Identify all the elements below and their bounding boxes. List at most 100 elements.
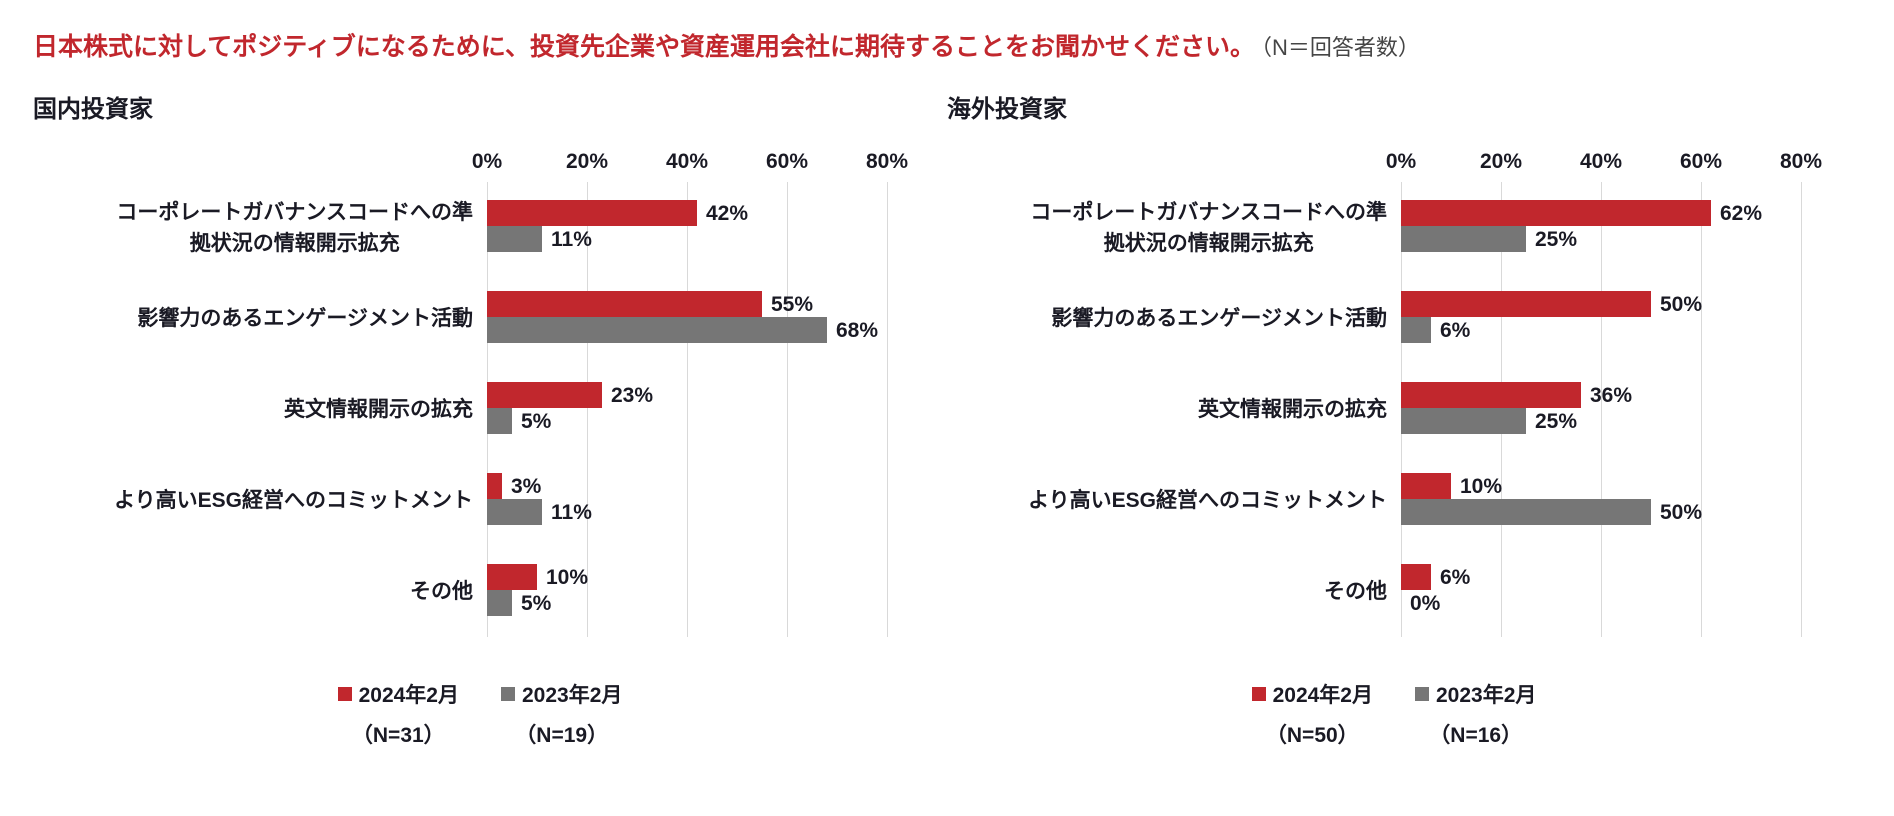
- bar-line: 5%: [487, 590, 927, 616]
- category-label: コーポレートガバナンスコードへの準 拠状況の情報開示拡充: [116, 197, 473, 259]
- legend-item: 2023年2月 （N=19）: [501, 679, 622, 749]
- category-row: 55% 68%: [487, 273, 927, 364]
- category-label: 影響力のあるエンゲージメント活動: [137, 303, 473, 334]
- bar-line: 25%: [1401, 408, 1841, 434]
- legend-marker: [1251, 687, 1266, 701]
- bar-segment: [487, 408, 512, 434]
- category-row: 62% 25%: [1401, 182, 1841, 273]
- bar-segment: [1401, 499, 1651, 525]
- category-label-row: 英文情報開示の拡充: [947, 364, 1401, 455]
- bar-group: 50% 6%: [1401, 291, 1841, 343]
- bar-line: 36%: [1401, 382, 1841, 408]
- plot-column: 0% 20% 40% 60% 80% 62% 25% 50% 6% 36% 25% 10% 50% 6% 0…: [1386, 138, 1841, 637]
- value-label: 36%: [1590, 384, 1633, 407]
- category-label-line: 英文情報開示の拡充: [284, 398, 473, 421]
- bar-segment: [487, 317, 827, 343]
- axis-tick-label: 60%: [765, 150, 809, 173]
- value-label: 50%: [1660, 501, 1703, 524]
- category-label-line: その他: [1324, 580, 1387, 603]
- bar-group: 42% 11%: [487, 200, 927, 252]
- category-label-column: コーポレートガバナンスコードへの準 拠状況の情報開示拡充影響力のあるエンゲージメン…: [947, 138, 1401, 637]
- legend-n-count: （N=19）: [515, 724, 609, 747]
- bar-segment: [487, 382, 602, 408]
- bar-group: 10% 5%: [487, 564, 927, 616]
- bar-line: 23%: [487, 382, 927, 408]
- bar-segment: [487, 473, 502, 499]
- bar-segment: [487, 200, 697, 226]
- category-label-rows: コーポレートガバナンスコードへの準 拠状況の情報開示拡充影響力のあるエンゲージメン…: [947, 182, 1401, 637]
- category-label-row: その他: [33, 546, 487, 637]
- value-label: 10%: [546, 566, 589, 589]
- value-label: 3%: [511, 475, 542, 498]
- bar-rows: 62% 25% 50% 6% 36% 25% 10% 50% 6% 0%: [1401, 182, 1841, 637]
- x-axis: 0% 20% 40% 60% 80%: [1386, 138, 1841, 182]
- value-label: 11%: [551, 228, 592, 251]
- category-label-line: より高いESG経営へのコミットメント: [114, 489, 473, 512]
- category-label-column: コーポレートガバナンスコードへの準 拠状況の情報開示拡充影響力のあるエンゲージメン…: [33, 138, 487, 637]
- bar-segment: [1401, 564, 1431, 590]
- category-row: 23% 5%: [487, 364, 927, 455]
- legend: 2024年2月 （N=50） 2023年2月 （N=16）: [947, 679, 1841, 749]
- bar-group: 10% 50%: [1401, 473, 1841, 525]
- axis-tick-label: 20%: [1479, 150, 1523, 173]
- legend-item: 2024年2月 （N=31）: [337, 679, 459, 749]
- axis-tick-label: 60%: [1679, 150, 1723, 173]
- category-label-line: 影響力のあるエンゲージメント活動: [1051, 307, 1387, 330]
- chart-area: コーポレートガバナンスコードへの準 拠状況の情報開示拡充影響力のあるエンゲージメン…: [33, 138, 927, 637]
- question-text: 日本株式に対してポジティブになるために、投資先企業や資産運用会社に期待することを…: [33, 33, 1256, 61]
- gridline: [887, 182, 888, 637]
- bar-line: 42%: [487, 200, 927, 226]
- bar-segment: [1401, 200, 1711, 226]
- category-label-row: コーポレートガバナンスコードへの準 拠状況の情報開示拡充: [947, 182, 1401, 273]
- plot-area: 42% 11% 55% 68% 23% 5% 3% 11% 10% 5%: [487, 182, 927, 637]
- value-label: 50%: [1660, 293, 1703, 316]
- plot-column: 0% 20% 40% 60% 80% 42% 11% 55% 68% 23% 5% 3% 11% 10% 5…: [472, 138, 927, 637]
- category-row: 10% 50%: [1401, 455, 1841, 546]
- bar-group: 23% 5%: [487, 382, 927, 434]
- bar-line: 55%: [487, 291, 927, 317]
- bar-line: 11%: [487, 499, 927, 525]
- bar-line: 3%: [487, 473, 927, 499]
- value-label: 5%: [521, 592, 552, 615]
- bar-line: 68%: [487, 317, 927, 343]
- bar-segment: [487, 590, 512, 616]
- value-label: 5%: [521, 410, 552, 433]
- bar-group: 62% 25%: [1401, 200, 1841, 252]
- axis-tick-label: 20%: [565, 150, 609, 173]
- legend-n-count: （N=31）: [351, 724, 445, 747]
- category-label-line: 英文情報開示の拡充: [1198, 398, 1387, 421]
- axis-tick-label: 0%: [1385, 150, 1417, 173]
- category-row: 50% 6%: [1401, 273, 1841, 364]
- value-label: 0%: [1410, 592, 1441, 615]
- value-label: 62%: [1720, 202, 1763, 225]
- axis-tick-label: 80%: [865, 150, 909, 173]
- bar-segment: [487, 499, 542, 525]
- bar-group: 55% 68%: [487, 291, 927, 343]
- legend-series-name: 2023年2月: [1436, 684, 1537, 707]
- category-label-row: 英文情報開示の拡充: [33, 364, 487, 455]
- category-row: 36% 25%: [1401, 364, 1841, 455]
- gridline: [1601, 182, 1602, 637]
- category-label-line: より高いESG経営へのコミットメント: [1028, 489, 1387, 512]
- category-label-rows: コーポレートガバナンスコードへの準 拠状況の情報開示拡充影響力のあるエンゲージメン…: [33, 182, 487, 637]
- bar-line: 6%: [1401, 317, 1841, 343]
- legend: 2024年2月 （N=31） 2023年2月 （N=19）: [33, 679, 927, 749]
- bar-line: 6%: [1401, 564, 1841, 590]
- axis-tick-label: 40%: [1579, 150, 1623, 173]
- legend-entry: 2023年2月: [501, 679, 622, 709]
- category-label: コーポレートガバナンスコードへの準 拠状況の情報開示拡充: [1030, 197, 1387, 259]
- legend-n-count: （N=16）: [1429, 724, 1523, 747]
- bar-line: 50%: [1401, 291, 1841, 317]
- category-row: 3% 11%: [487, 455, 927, 546]
- value-label: 42%: [706, 202, 749, 225]
- bar-segment: [487, 564, 537, 590]
- gridline: [1801, 182, 1802, 637]
- category-label: その他: [410, 576, 473, 607]
- category-label-row: その他: [947, 546, 1401, 637]
- bar-line: 25%: [1401, 226, 1841, 252]
- gridline: [1701, 182, 1702, 637]
- chart-panel: 国内投資家 コーポレートガバナンスコードへの準 拠状況の情報開示拡充 影響力のあるエン…: [33, 89, 927, 749]
- value-label: 11%: [551, 501, 592, 524]
- axis-tick-label: 0%: [471, 150, 503, 173]
